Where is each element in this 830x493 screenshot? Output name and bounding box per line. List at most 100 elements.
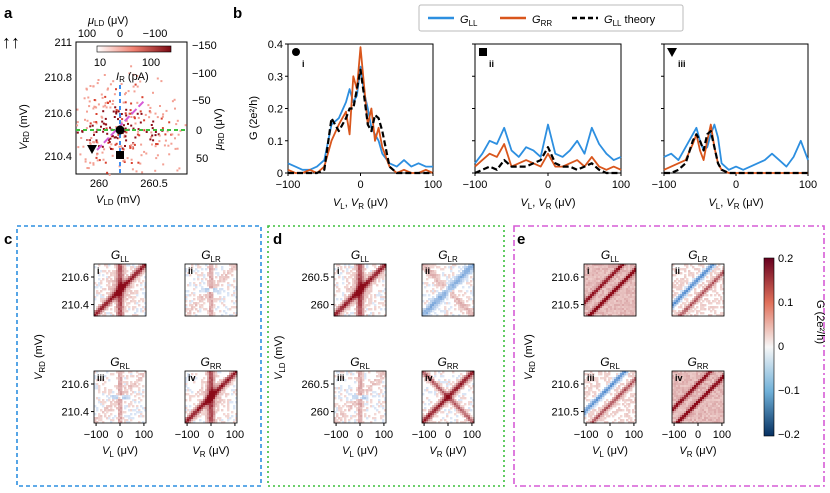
heat-cell: [356, 419, 359, 422]
heat-cell: [630, 282, 633, 285]
heat-cell: [604, 304, 607, 307]
heat-cell: [233, 379, 236, 382]
heat-cell: [606, 282, 609, 285]
heat-cell: [352, 292, 355, 295]
heat-cell: [614, 296, 617, 299]
heat-cell: [702, 264, 705, 267]
heat-cell: [432, 296, 435, 299]
heat-cell: [221, 284, 224, 287]
heat-cell: [114, 405, 117, 408]
map-pixel: [132, 142, 135, 145]
map-pixel: [144, 113, 147, 116]
heat-cell: [98, 391, 101, 394]
heat-cell: [428, 415, 431, 418]
heat-cell: [678, 314, 681, 317]
heat-cell: [372, 383, 375, 386]
heat-cell: [604, 407, 607, 410]
marker-square: [116, 151, 124, 159]
heat-cell: [370, 300, 373, 303]
heat-cell: [360, 306, 363, 309]
heat-cell: [600, 286, 603, 289]
heat-cell: [215, 298, 218, 301]
heat-cell: [588, 407, 591, 410]
heat-cell: [604, 278, 607, 281]
heat-cell: [590, 294, 593, 297]
map-pixel: [150, 124, 153, 126]
heat-cell: [362, 292, 365, 295]
heat-cell: [584, 266, 587, 269]
heat-cell: [594, 403, 597, 406]
heat-cell: [364, 310, 367, 313]
heat-cell: [374, 300, 377, 303]
heat-cell: [452, 387, 455, 390]
heat-cell: [424, 409, 427, 412]
heat-cell: [140, 268, 143, 271]
map-pixel: [152, 139, 155, 142]
heat-cell: [211, 276, 214, 279]
heat-cell: [600, 284, 603, 287]
heat-cell: [217, 381, 220, 384]
heat-cell: [356, 399, 359, 402]
heat-cell: [358, 276, 361, 279]
heat-cell: [382, 270, 385, 273]
map-pixel: [101, 96, 104, 99]
heat-cell: [358, 407, 361, 410]
heat-cell: [366, 294, 369, 297]
heat-cell: [120, 314, 123, 317]
heat-cell: [610, 302, 613, 305]
heat-cell: [608, 278, 611, 281]
heat-cell: [124, 272, 127, 275]
heat-cell: [189, 409, 192, 412]
heat-cell: [622, 284, 625, 287]
map-pixel: [113, 136, 116, 139]
heat-cell: [612, 292, 615, 295]
y-tick-label: 260.5: [301, 379, 329, 391]
heat-cell: [468, 385, 471, 388]
heat-cell: [132, 292, 135, 295]
heat-cell: [350, 389, 353, 392]
heat-cell: [434, 276, 437, 279]
heat-cell: [380, 272, 383, 275]
heat-cell: [348, 276, 351, 279]
heat-cell: [616, 280, 619, 283]
heat-cell: [588, 272, 591, 275]
heat-cell: [436, 266, 439, 269]
heat-cell: [632, 282, 635, 285]
heat-cell: [436, 290, 439, 293]
heat-cell: [612, 298, 615, 301]
heat-cell: [590, 312, 593, 315]
heat-cell: [344, 417, 347, 420]
heat-cell: [678, 286, 681, 289]
heat-cell: [456, 385, 459, 388]
heat-cell: [600, 282, 603, 285]
heat-cell: [138, 304, 141, 307]
heat-cell: [140, 373, 143, 376]
heat-cell: [630, 306, 633, 309]
heat-cell: [438, 407, 441, 410]
heat-cell: [628, 270, 631, 273]
heat-cell: [722, 314, 725, 317]
map-pixel: [124, 112, 127, 115]
heat-cell: [334, 312, 337, 315]
heat-cell: [112, 286, 115, 289]
heat-cell: [118, 417, 121, 420]
heat-cell: [690, 288, 693, 291]
heat-cell: [720, 312, 723, 315]
heat-cell: [626, 272, 629, 275]
heat-cell: [346, 304, 349, 307]
heat-cell: [229, 270, 232, 273]
heat-cell: [140, 266, 143, 269]
heat-cell: [122, 417, 125, 420]
heat-cell: [714, 300, 717, 303]
heat-cell: [464, 379, 467, 382]
map-pixel: [120, 145, 123, 148]
heat-cell: [686, 264, 689, 267]
heat-cell: [430, 383, 433, 386]
heatmap-frame: [93, 263, 147, 317]
heat-cell: [370, 312, 373, 315]
heat-cell: [360, 421, 363, 424]
heat-cell: [604, 266, 607, 269]
heat-cell: [458, 411, 461, 414]
heat-cell: [702, 306, 705, 309]
map-pixel: [102, 130, 105, 133]
